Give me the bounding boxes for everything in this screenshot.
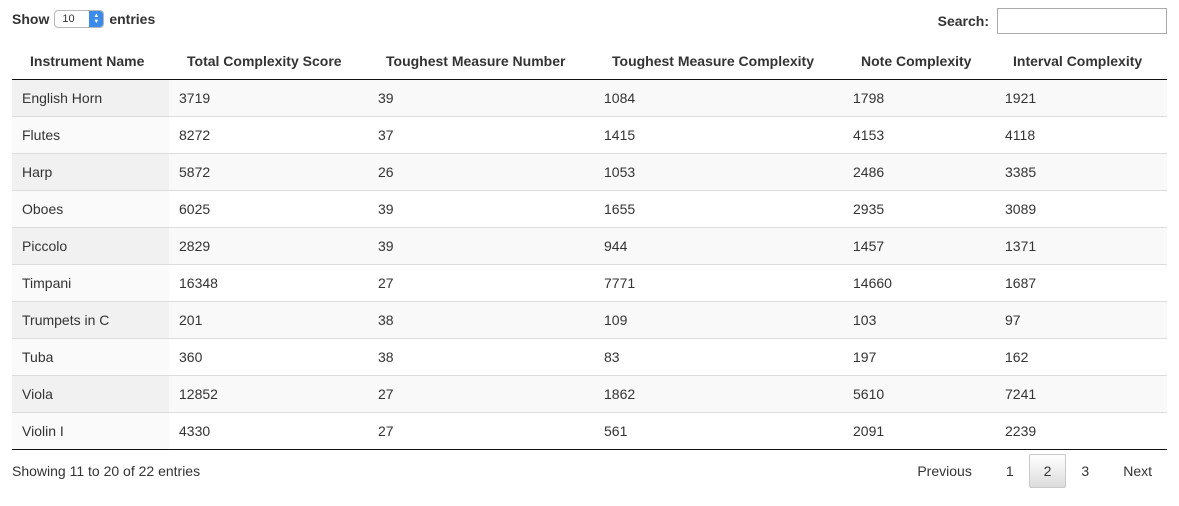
table-cell: 561 [594,412,843,450]
table-cell: 4153 [843,116,995,154]
table-row: Violin I 4330 27 561 2091 2239 [12,412,1167,450]
table-cell: 14660 [843,264,995,302]
table-row: Flutes 8272 37 1415 4153 4118 [12,116,1167,154]
table-row: Timpani 16348 27 7771 14660 1687 [12,264,1167,302]
column-header[interactable]: Interval Complexity [995,42,1167,80]
table-cell: 197 [843,338,995,376]
table-row: Tuba 360 38 83 197 162 [12,338,1167,376]
table-cell: 103 [843,301,995,339]
table-cell: 360 [169,338,368,376]
table-cell: 39 [368,79,594,117]
table-cell: 2486 [843,153,995,191]
table-cell: 27 [368,375,594,413]
table-cell: 162 [995,338,1167,376]
table-cell: 6025 [169,190,368,228]
page-length-control: Show 10 ▲ ▼ entries [12,10,155,28]
previous-page-button[interactable]: Previous [917,463,972,479]
table-cell: 26 [368,153,594,191]
page-length-select[interactable]: 10 ▲ ▼ [54,10,105,28]
table-cell: 27 [368,264,594,302]
table-cell: 3719 [169,79,368,117]
table-row: Harp 5872 26 1053 2486 3385 [12,153,1167,191]
table-cell: 1084 [594,79,843,117]
table-header-row: Instrument Name Total Complexity Score Tou… [12,42,1167,80]
table-cell: 38 [368,301,594,339]
table-row: Viola 12852 27 1862 5610 7241 [12,375,1167,413]
pagination: Previous 1 2 3 Next [902,454,1167,488]
table-cell: 1655 [594,190,843,228]
table-cell: 3089 [995,190,1167,228]
table-cell: 1687 [995,264,1167,302]
instrument-name-cell: Piccolo [12,227,169,265]
table-cell: 2829 [169,227,368,265]
table-cell: 1371 [995,227,1167,265]
table-cell: 37 [368,116,594,154]
instrument-name-cell: English Horn [12,79,169,117]
column-header[interactable]: Toughest Measure Number [368,42,594,80]
complexity-table: Instrument Name Total Complexity Score Tou… [12,42,1167,450]
table-row: English Horn 3719 39 1084 1798 1921 [12,79,1167,117]
table-cell: 3385 [995,153,1167,191]
table-cell: 12852 [169,375,368,413]
table-cell: 83 [594,338,843,376]
column-header[interactable]: Toughest Measure Complexity [594,42,843,80]
instrument-name-cell: Violin I [12,412,169,450]
table-info: Showing 11 to 20 of 22 entries [12,463,201,479]
page-3-button[interactable]: 3 [1081,463,1090,479]
table-controls: Show 10 ▲ ▼ entries Search: [12,8,1167,36]
select-arrows-icon: ▲ ▼ [89,11,104,27]
instrument-name-cell: Trumpets in C [12,301,169,339]
table-cell: 2935 [843,190,995,228]
table-cell: 2091 [843,412,995,450]
table-cell: 2239 [995,412,1167,450]
table-cell: 5872 [169,153,368,191]
table-cell: 7241 [995,375,1167,413]
show-label: Show [12,11,50,27]
table-cell: 4330 [169,412,368,450]
table-cell: 27 [368,412,594,450]
table-cell: 1457 [843,227,995,265]
table-cell: 109 [594,301,843,339]
column-header[interactable]: Total Complexity Score [169,42,368,80]
table-row: Trumpets in C 201 38 109 103 97 [12,301,1167,339]
instrument-name-cell: Oboes [12,190,169,228]
table-cell: 4118 [995,116,1167,154]
table-cell: 16348 [169,264,368,302]
next-page-button[interactable]: Next [1123,463,1152,479]
table-cell: 5610 [843,375,995,413]
column-header[interactable]: Instrument Name [12,42,169,80]
table-cell: 1862 [594,375,843,413]
table-cell: 201 [169,301,368,339]
instrument-name-cell: Flutes [12,116,169,154]
instrument-name-cell: Harp [12,153,169,191]
table-cell: 39 [368,190,594,228]
instrument-name-cell: Tuba [12,338,169,376]
table-cell: 944 [594,227,843,265]
table-cell: 8272 [169,116,368,154]
page-length-value: 10 [62,13,75,25]
instrument-name-cell: Timpani [12,264,169,302]
search-input[interactable] [997,8,1167,34]
table-row: Piccolo 2829 39 944 1457 1371 [12,227,1167,265]
table-cell: 1415 [594,116,843,154]
search-control: Search: [938,8,1167,34]
table-cell: 7771 [594,264,843,302]
table-cell: 97 [995,301,1167,339]
table-cell: 1921 [995,79,1167,117]
entries-label: entries [109,11,156,27]
search-label: Search: [937,13,989,29]
table-body: English Horn 3719 39 1084 1798 1921 Flutes 8272… [12,79,1167,450]
table-cell: 38 [368,338,594,376]
instrument-name-cell: Viola [12,375,169,413]
table-cell: 1053 [594,153,843,191]
table-row: Oboes 6025 39 1655 2935 3089 [12,190,1167,228]
column-header[interactable]: Note Complexity [843,42,995,80]
page-2-button[interactable]: 2 [1028,454,1067,488]
page-1-button[interactable]: 1 [1005,463,1014,479]
table-cell: 39 [368,227,594,265]
table-cell: 1798 [843,79,995,117]
